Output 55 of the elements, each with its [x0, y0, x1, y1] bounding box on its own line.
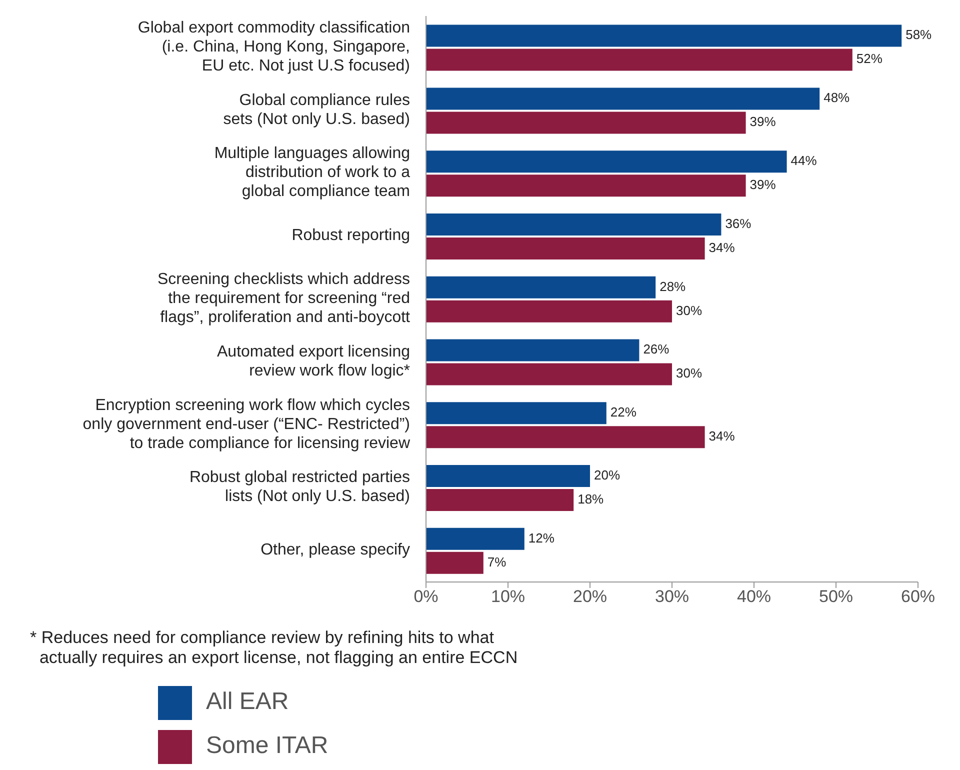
legend-label: All EAR [206, 688, 289, 715]
y-tick-label: Global export commodity classification (i.e. China, Hong Kong, Singapore, EU etc. Not just U.S focused) [138, 20, 410, 75]
y-tick-label: Robust global restricted parties lists (Not only U.S. based) [189, 469, 410, 506]
y-tick-label: Automated export licensing review work flow logic* [217, 344, 410, 380]
bar [426, 300, 672, 322]
bar [426, 276, 656, 298]
bar [426, 174, 746, 197]
y-tick-label: Global compliance rules sets (Not only U.S. based) [223, 92, 410, 128]
bar [426, 489, 574, 512]
y-tick-label: Other, please specify [260, 542, 410, 559]
data-label: 36% [725, 216, 752, 231]
x-tick-label: 20% [572, 587, 608, 606]
bar [426, 465, 590, 488]
y-tick-label: Robust reporting [292, 227, 410, 244]
legend-label: Some ITAR [206, 732, 328, 759]
data-label: 18% [578, 491, 604, 506]
bar [426, 363, 672, 386]
data-label: 39% [750, 177, 776, 192]
data-label: 28% [660, 278, 686, 294]
data-label: 44% [790, 153, 818, 168]
data-label: 34% [708, 240, 736, 255]
bar [426, 426, 705, 448]
bar [426, 213, 722, 236]
bar [426, 150, 787, 173]
y-tick-label: Screening checklists which address the requirement for screening “red flags”, proliferation and anti-boycott [157, 271, 411, 326]
x-tick-label: 50% [818, 587, 854, 606]
x-tick-label: 10% [490, 587, 526, 606]
y-tick-label: Encryption screening work flow which cycles only government end-user (“ENC- Restricted”) to trade compliance for licensing review [82, 396, 410, 452]
data-label: 52% [856, 51, 883, 66]
bar [426, 237, 705, 260]
bar [426, 402, 606, 424]
bar [426, 528, 524, 550]
bar [426, 24, 902, 47]
data-label: 39% [750, 114, 776, 130]
data-label: 26% [643, 342, 670, 357]
data-label: 20% [594, 467, 620, 482]
bar [426, 48, 852, 71]
bar [426, 552, 484, 574]
data-label: 58% [906, 27, 932, 42]
data-label: 22% [610, 404, 637, 420]
x-tick-label: 0% [414, 587, 438, 606]
data-label: 7% [487, 554, 507, 570]
bar [426, 339, 640, 362]
data-label: 34% [708, 428, 736, 444]
data-label: 12% [528, 530, 555, 546]
data-label: 30% [676, 366, 702, 381]
y-tick-label: Multiple languages allowing distribution of work to a global compliance team [214, 145, 410, 200]
x-tick-label: 30% [654, 587, 690, 606]
data-label: 30% [676, 302, 702, 318]
bar [426, 112, 746, 134]
text: * Reduces need for compliance review by refining hits to what actually requires an export license, not flagging an entire ECCN [30, 628, 518, 668]
x-tick-label: 60% [900, 587, 936, 606]
bar [426, 88, 820, 110]
data-label: 48% [824, 90, 850, 106]
x-tick-label: 40% [736, 587, 772, 606]
